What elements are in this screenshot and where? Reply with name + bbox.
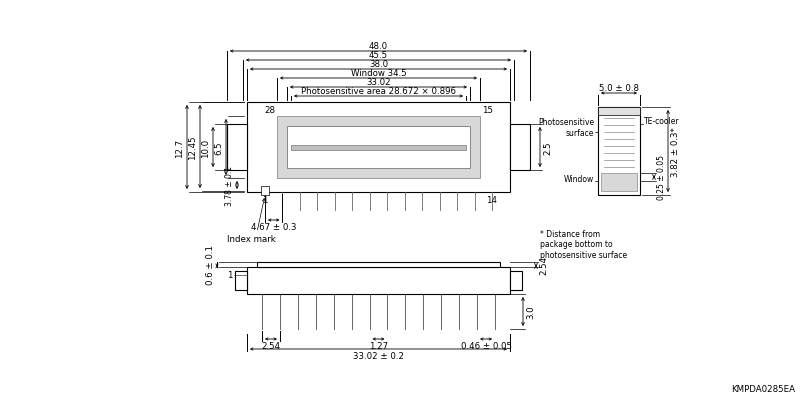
Text: 1.27: 1.27 — [369, 341, 388, 350]
Text: 38.0: 38.0 — [369, 60, 388, 69]
Bar — [247, 267, 510, 294]
Text: 3.0: 3.0 — [526, 305, 535, 318]
Text: 10.0: 10.0 — [201, 138, 210, 157]
Text: TE-cooler: TE-cooler — [644, 117, 679, 126]
Bar — [291, 145, 466, 150]
Bar — [235, 271, 247, 290]
Bar — [261, 186, 269, 196]
Text: 28: 28 — [264, 106, 275, 115]
Text: 3.78 ± 0.1: 3.78 ± 0.1 — [225, 166, 234, 205]
Text: 6.5: 6.5 — [214, 141, 223, 154]
Bar — [510, 271, 522, 290]
Text: 1: 1 — [262, 196, 268, 205]
Text: 33.02 ± 0.2: 33.02 ± 0.2 — [353, 351, 404, 360]
Bar — [601, 174, 637, 192]
Text: 0.46 ± 0.05: 0.46 ± 0.05 — [460, 341, 512, 350]
Text: 0.6 ± 0.1: 0.6 ± 0.1 — [206, 245, 215, 285]
Bar — [257, 262, 500, 267]
Text: * Distance from
package bottom to
photosensitive surface: * Distance from package bottom to photos… — [540, 229, 627, 259]
Text: 48.0: 48.0 — [369, 42, 388, 51]
Text: Index mark: Index mark — [227, 235, 276, 243]
Text: Photosensitive
surface: Photosensitive surface — [538, 118, 594, 138]
Bar — [598, 108, 640, 196]
Bar — [227, 125, 247, 170]
Text: 45.5: 45.5 — [369, 51, 388, 60]
Text: 15: 15 — [482, 106, 493, 115]
Text: 33.02: 33.02 — [366, 78, 391, 87]
Text: Window: Window — [563, 175, 594, 184]
Text: 1: 1 — [227, 271, 233, 280]
Text: 0.25 ± 0.05: 0.25 ± 0.05 — [657, 155, 666, 200]
Text: 2.5: 2.5 — [543, 141, 552, 154]
Text: 14: 14 — [487, 196, 497, 205]
Text: 3.82 ± 0.3*: 3.82 ± 0.3* — [671, 127, 680, 176]
Bar — [247, 103, 510, 192]
Text: 12.7: 12.7 — [175, 138, 184, 157]
Text: 2.54: 2.54 — [539, 255, 548, 274]
Bar — [598, 108, 640, 116]
Text: Photosensitive area 28.672 × 0.896: Photosensitive area 28.672 × 0.896 — [301, 87, 456, 96]
Text: 12.45: 12.45 — [188, 135, 197, 160]
Bar — [277, 117, 480, 178]
Text: KMPDA0285EA: KMPDA0285EA — [731, 384, 795, 393]
Bar — [287, 127, 470, 168]
Text: Window 34.5: Window 34.5 — [351, 69, 406, 78]
Text: 5.0 ± 0.8: 5.0 ± 0.8 — [599, 84, 639, 93]
Bar — [510, 125, 530, 170]
Text: 2.54: 2.54 — [261, 341, 280, 350]
Text: 4.67 ± 0.3: 4.67 ± 0.3 — [251, 223, 297, 231]
